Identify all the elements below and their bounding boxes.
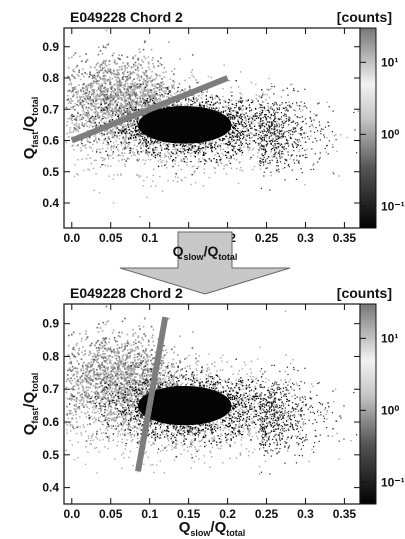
colorbar-ticks: 10¹ 10⁰ 10⁻¹ — [360, 55, 405, 213]
y-tick-label: 0.9 — [42, 40, 59, 54]
y-tick-label: 0.6 — [42, 415, 59, 429]
x-tick-label: 0.35 — [333, 231, 357, 245]
x-tick-label: 0.1 — [141, 507, 158, 521]
colorbar-label: [counts] — [337, 285, 392, 301]
y-axis: 0.4 0.5 0.6 0.7 0.8 0.9 — [42, 317, 360, 495]
x-tick-label: 0.0 — [63, 231, 80, 245]
down-arrow-icon — [119, 231, 291, 295]
cut-line-group — [70, 75, 229, 144]
colorbar-tick-label: 10¹ — [381, 55, 398, 69]
x-tick-label: 0.0 — [63, 507, 80, 521]
x-tick-label: 0.25 — [255, 231, 279, 245]
y-tick-label: 0.5 — [42, 448, 59, 462]
colorbar-label: [counts] — [337, 9, 392, 25]
chart-title: E049228 Chord 2 — [70, 9, 183, 25]
colorbar-tick-label: 10⁻¹ — [381, 475, 405, 489]
x-tick-label: 0.05 — [99, 507, 123, 521]
colorbar — [359, 27, 377, 229]
colorbar-tick-label: 10¹ — [381, 331, 398, 345]
y-tick-label: 0.5 — [42, 165, 59, 179]
y-tick-label: 0.9 — [42, 317, 59, 331]
y-axis-label: Qfast/Qtotal — [21, 97, 40, 160]
y-axis: 0.4 0.5 0.6 0.7 0.8 0.9 — [42, 40, 360, 210]
cut-line — [70, 75, 229, 144]
colorbar-tick-label: 10⁻¹ — [381, 199, 405, 213]
chart-title: E049228 Chord 2 — [70, 285, 183, 301]
y-tick-label: 0.4 — [42, 481, 59, 495]
x-axis: 0.0 0.05 0.1 0.15 0.2 0.25 0.3 0.35 — [63, 304, 356, 521]
colorbar — [359, 303, 377, 505]
x-tick-label: 0.35 — [333, 507, 357, 521]
y-tick-label: 0.8 — [42, 349, 59, 363]
x-tick-label: 0.2 — [219, 507, 236, 521]
colorbar-tick-label: 10⁰ — [381, 403, 399, 417]
transition-arrow: Qslow/Qtotal — [119, 231, 291, 295]
y-tick-label: 0.8 — [42, 71, 59, 85]
chart-panel-top: E049228 Chord 2 [counts] 0.00.050.10.150… — [21, 9, 405, 245]
x-tick-label: 0.1 — [141, 231, 158, 245]
chart-panel-bottom: E049228 Chord 2 [counts] 0.0 0.05 0.1 0.15 0… — [21, 285, 405, 538]
x-axis-label: Qslow/Qtotal — [179, 519, 246, 538]
x-tick-label: 0.3 — [297, 231, 314, 245]
colorbar-tick-label: 10⁰ — [381, 127, 399, 141]
x-tick-label: 0.3 — [297, 507, 314, 521]
x-tick-label: 0.25 — [255, 507, 279, 521]
cut-line — [135, 316, 169, 472]
y-tick-label: 0.7 — [42, 102, 59, 116]
y-tick-label: 0.6 — [42, 134, 59, 148]
cut-line-group — [135, 316, 169, 472]
y-tick-label: 0.7 — [42, 382, 59, 396]
y-tick-label: 0.4 — [42, 196, 59, 210]
colorbar-ticks: 10¹ 10⁰ 10⁻¹ — [360, 331, 405, 489]
x-tick-label: 0.05 — [99, 231, 123, 245]
y-axis-label: Qfast/Qtotal — [21, 373, 40, 436]
event-density-cloud — [65, 29, 359, 218]
arrow-label: Qslow/Qtotal — [173, 243, 238, 262]
x-tick-label: 0.15 — [177, 507, 201, 521]
